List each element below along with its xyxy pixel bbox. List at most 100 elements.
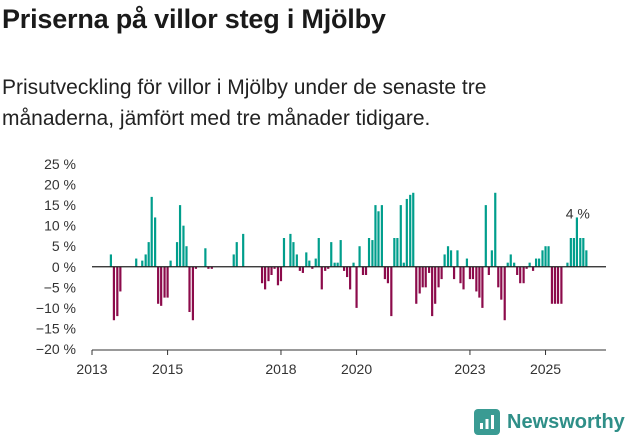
bar <box>409 194 412 267</box>
bar <box>402 262 405 267</box>
bar <box>449 250 453 267</box>
bar <box>333 262 336 267</box>
bar <box>295 254 298 267</box>
bar <box>185 246 188 267</box>
bar <box>484 205 487 267</box>
bar <box>566 262 569 267</box>
bar <box>560 266 563 304</box>
bar <box>497 266 500 288</box>
bar <box>503 266 506 321</box>
bar <box>547 246 550 267</box>
x-tick-label: 2015 <box>152 361 183 377</box>
bar <box>235 242 238 267</box>
bar <box>324 266 327 271</box>
bar <box>342 266 346 271</box>
x-tick-label: 2025 <box>530 361 561 377</box>
bar <box>352 262 355 267</box>
bar <box>468 266 472 280</box>
chart-title: Priserna på villor steg i Mjölby <box>2 4 386 34</box>
bar <box>500 266 503 300</box>
bar <box>182 225 185 267</box>
bar <box>355 266 358 308</box>
bar <box>481 266 484 308</box>
y-tick-label: 0 % <box>52 259 76 275</box>
bar <box>270 266 273 275</box>
bar <box>513 262 516 267</box>
bar <box>346 266 349 278</box>
brand-name: Newsworthy <box>507 410 625 433</box>
bar <box>160 266 163 306</box>
bar <box>210 266 213 269</box>
bar <box>434 266 437 304</box>
bar <box>575 217 578 267</box>
bar <box>459 266 462 284</box>
bar <box>119 266 122 292</box>
bar <box>456 250 459 267</box>
bar <box>528 262 531 267</box>
bar <box>487 266 490 275</box>
bar <box>305 252 308 267</box>
bar <box>336 262 339 267</box>
x-tick-label: 2013 <box>76 361 107 377</box>
bars <box>109 192 588 321</box>
bar <box>412 192 415 267</box>
bar <box>178 205 182 267</box>
bar <box>431 266 434 317</box>
y-axis: 25 % 20 % 15 % 10 % 5 % 0 % −5 % −10 % −15 % −20 … <box>36 156 76 357</box>
bar <box>538 258 541 267</box>
bar <box>383 266 386 280</box>
bar <box>150 196 153 267</box>
y-tick-label: 15 % <box>44 197 76 213</box>
bar <box>311 266 314 269</box>
bar <box>175 242 179 267</box>
bar <box>585 250 588 267</box>
bar <box>367 238 371 267</box>
annotations: 4 % <box>566 205 590 221</box>
bar <box>116 266 119 317</box>
bar <box>534 258 538 267</box>
y-tick-label: −15 % <box>36 320 76 336</box>
bar <box>471 266 475 280</box>
bar <box>301 266 304 273</box>
bar <box>494 192 497 267</box>
bar <box>553 266 557 304</box>
x-tick-label: 2020 <box>341 361 372 377</box>
y-tick-label: −20 % <box>36 341 76 357</box>
bar <box>204 248 207 267</box>
bar <box>374 205 377 267</box>
bar <box>421 266 424 288</box>
y-tick-label: 5 % <box>52 238 76 254</box>
x-tick-label: 2023 <box>454 361 485 377</box>
bar <box>166 266 169 298</box>
bar <box>242 233 245 267</box>
bar <box>147 242 150 267</box>
bar <box>440 266 443 280</box>
bar <box>298 266 301 271</box>
bar <box>349 266 352 290</box>
bar <box>109 254 112 267</box>
bar <box>292 242 295 267</box>
bar <box>415 266 418 304</box>
chart-subtitle: Prisutveckling för villor i Mjölby under… <box>2 76 487 130</box>
bar <box>194 266 198 269</box>
newsworthy-logo-icon <box>474 409 500 435</box>
bar <box>465 258 469 267</box>
bar <box>572 238 575 267</box>
bar <box>550 266 554 304</box>
bar <box>509 254 512 267</box>
bar <box>371 240 374 267</box>
bar <box>260 266 264 284</box>
bar <box>443 254 446 267</box>
bar <box>191 266 195 321</box>
bar <box>452 266 456 280</box>
x-axis: 2013 2015 2018 2020 2023 2025 <box>76 349 606 377</box>
bar <box>264 266 267 290</box>
bar <box>339 240 342 267</box>
bar <box>405 198 408 267</box>
bar <box>364 266 368 275</box>
bar <box>135 258 138 267</box>
bar <box>282 238 286 267</box>
y-tick-label: 25 % <box>44 156 76 172</box>
bar <box>327 266 330 269</box>
bar <box>267 266 270 282</box>
